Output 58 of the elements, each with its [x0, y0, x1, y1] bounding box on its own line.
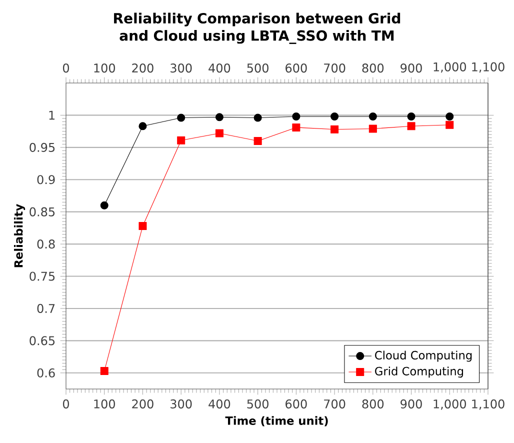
- x-tick-label: 700: [324, 399, 346, 408]
- y-tick-label: 0.7: [37, 304, 55, 314]
- y-axis-title: Reliability: [14, 204, 26, 268]
- point: [215, 113, 224, 122]
- y-tick-label: 0.95: [30, 142, 55, 152]
- x2-tick-label: 0: [62, 64, 70, 73]
- chart-title: Reliability Comparison between Grid and Cloud using LBTA_SSO with TM: [114, 12, 400, 44]
- x-tick-label: 500: [247, 399, 268, 408]
- x2-tick-label: 1,100: [472, 62, 504, 73]
- x2-tick-label: 900: [400, 64, 422, 73]
- y-tick-label: 0.75: [30, 272, 55, 281]
- x-tick-label: 900: [400, 399, 422, 408]
- point: [330, 112, 339, 120]
- x-tick-label: 200: [132, 399, 154, 408]
- point: [446, 112, 454, 120]
- x2-tick-label: 400: [208, 64, 230, 73]
- y-tick-label: 0.85: [30, 207, 55, 216]
- point: [254, 136, 262, 145]
- x-tick-label: 300: [170, 399, 192, 408]
- point: [368, 112, 377, 120]
- legend-label: Cloud Computing: [375, 350, 472, 362]
- point: [368, 124, 377, 133]
- point: [446, 120, 454, 129]
- point: [100, 201, 108, 210]
- x-axis-title: Time (time unit): [225, 416, 328, 426]
- y-tick-label: 1: [49, 110, 54, 120]
- point: [177, 136, 186, 144]
- x2-tick-label: 600: [286, 64, 307, 73]
- x2-tick-label: 800: [362, 64, 384, 73]
- point: [407, 122, 416, 130]
- point: [215, 129, 224, 138]
- x2-tick-label: 200: [132, 64, 154, 73]
- y-tick-label: 0.9: [37, 175, 55, 184]
- point: [330, 125, 339, 134]
- x-tick-label: 1,000: [434, 399, 466, 410]
- x2-tick-label: 100: [94, 64, 116, 73]
- legend-label: Grid Computing: [375, 366, 464, 378]
- x-tick-label: 800: [362, 399, 384, 408]
- x-tick-label: 100: [94, 399, 116, 408]
- x-tick-label: 1,100: [472, 399, 504, 410]
- point: [292, 112, 300, 120]
- point: [138, 222, 147, 230]
- point: [100, 366, 108, 375]
- x-tick-label: 600: [286, 399, 307, 408]
- y-tick-label: 0.65: [30, 336, 55, 346]
- point: [177, 114, 186, 122]
- point: [407, 112, 416, 120]
- x-tick-label: 0: [62, 399, 70, 408]
- x2-tick-label: 1,000: [434, 62, 466, 73]
- y-tick-label: 0.6: [37, 368, 55, 378]
- x-tick-label: 400: [208, 399, 230, 408]
- x2-tick-label: 700: [324, 64, 346, 73]
- point: [138, 122, 147, 130]
- y-tick-label: 0.8: [37, 240, 55, 249]
- x2-tick-label: 500: [247, 64, 268, 73]
- point: [292, 123, 300, 132]
- x2-tick-label: 300: [170, 64, 192, 73]
- point: [254, 114, 262, 122]
